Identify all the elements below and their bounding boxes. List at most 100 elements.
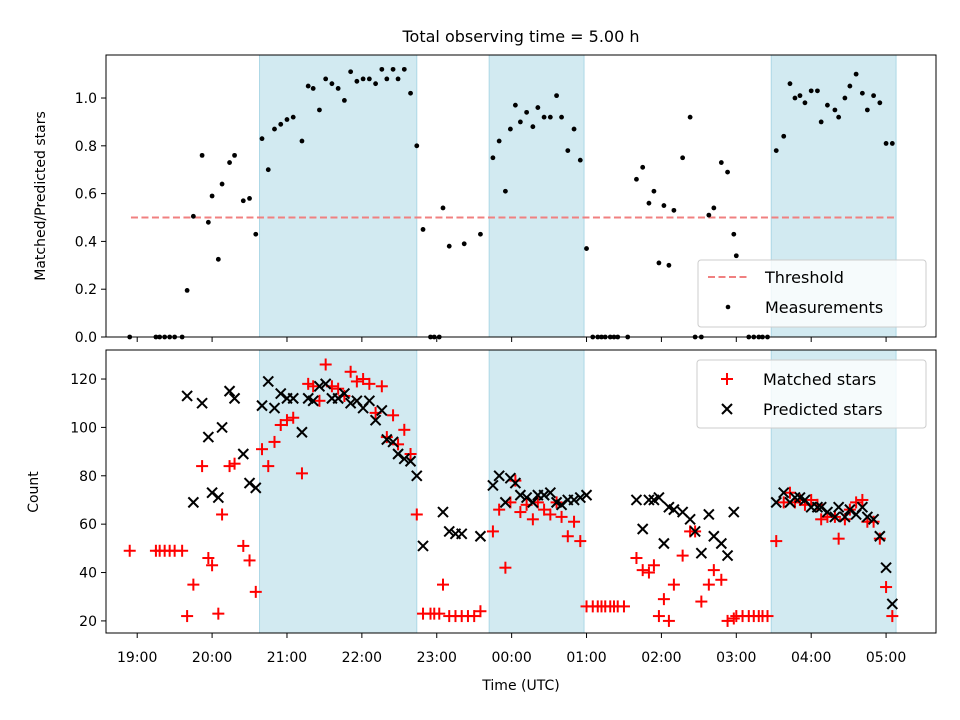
y-tick-label: 0.2 [75, 282, 97, 298]
predicted-star-point [580, 489, 593, 501]
predicted-star-diag-b [839, 511, 851, 523]
measurement-point [395, 76, 401, 82]
predicted-star-point [313, 380, 326, 392]
predicted-star-point [319, 378, 332, 390]
predicted-star-diag-b [493, 470, 505, 482]
y-tick-label: 0.8 [75, 139, 97, 155]
bottom-x-axis-ticks: 19:00 20:00 21:00 22:00 23:00 00:00 01:00 02:00… [117, 633, 906, 666]
matched-star-point [867, 515, 880, 528]
matched-star-point [474, 605, 487, 618]
measurement-point [354, 78, 360, 84]
measurement-point [272, 126, 277, 132]
matched-star-point [436, 578, 449, 591]
measurement-point [335, 86, 341, 91]
predicted-star-point [821, 506, 834, 518]
predicted-star-point [630, 494, 643, 506]
predicted-star-diag-b [474, 530, 487, 542]
predicted-star-diag-b [202, 431, 215, 443]
measurement-point [671, 207, 677, 213]
predicted-star-diag-b [778, 487, 790, 499]
predicted-star-diag-b [668, 503, 680, 516]
y-tick-label: 40 [79, 566, 97, 582]
measurement-point [205, 219, 211, 225]
measurement-point [733, 253, 739, 259]
measurement-point [305, 83, 311, 89]
predicted-star-point [474, 530, 487, 542]
matched-star-point [880, 581, 893, 594]
y-tick-label: 1.0 [75, 91, 97, 107]
matched-star-point [499, 561, 512, 574]
matched-star-point [574, 535, 587, 548]
legend-predicted-marker [721, 403, 733, 415]
predicted-star-point [411, 470, 423, 482]
shaded-interval-1 [488, 349, 585, 634]
measurement-point [656, 260, 662, 266]
matched-star-point [216, 508, 229, 521]
y-tick-label: 0.0 [75, 330, 97, 346]
legend-threshold-label: Threshold [764, 268, 844, 287]
matched-star-point [380, 431, 393, 444]
measurement-point [808, 88, 814, 94]
predicted-star-diag-b [256, 399, 268, 412]
predicted-star-diag-b [307, 395, 319, 407]
matched-star-point [544, 508, 557, 521]
measurements-series [127, 66, 895, 340]
matched-star-point [815, 513, 828, 526]
matched-star-point [509, 474, 522, 487]
x-tick-label: 04:00 [791, 650, 831, 666]
matched-star-point [468, 610, 481, 623]
measurement-point [478, 231, 483, 237]
matched-star-point [727, 612, 740, 625]
measurement-point [401, 66, 407, 72]
measurement-point [883, 141, 889, 146]
predicted-star-diag-b [381, 433, 393, 446]
matched-star-point [667, 578, 680, 591]
predicted-star-point [544, 487, 557, 499]
predicted-star-point [514, 489, 527, 501]
predicted-star-diag-b [499, 496, 512, 509]
predicted-star-point [387, 436, 399, 448]
measurement-point [792, 95, 798, 101]
measurement-point [259, 136, 265, 142]
legend-matched-marker [721, 373, 733, 385]
predicted-star-diag-b [196, 397, 208, 409]
predicted-star-point [344, 397, 357, 409]
measurement-point [832, 107, 838, 113]
predicted-star-diag-b [832, 501, 845, 513]
top-panel: 0.0 0.2 0.4 0.6 0.8 1.0 Matched/Predicted sta… [33, 54, 937, 346]
measurement-point [535, 105, 541, 110]
predicted-star-point [874, 530, 886, 542]
matched-star-point [647, 559, 660, 572]
predicted-star-diag-b [653, 491, 665, 504]
y-tick-label: 80 [79, 469, 97, 485]
measurement-point [836, 114, 842, 120]
measurement-point [773, 148, 779, 153]
measurement-point [651, 188, 657, 194]
matched-star-point [392, 438, 405, 451]
predicted-star-point [728, 506, 740, 518]
predicted-star-diag-b [770, 496, 782, 509]
predicted-star-diag-b [728, 506, 740, 518]
x-tick-label: 03:00 [716, 650, 756, 666]
measurement-point [687, 114, 693, 120]
predicted-star-diag-b [886, 598, 899, 610]
matched-star-point [295, 467, 308, 480]
matched-star-point [375, 380, 388, 393]
predicted-star-diag-b [302, 392, 314, 405]
predicted-star-diag-b [568, 494, 580, 506]
measurement-point [825, 102, 830, 108]
predicted-star-point [770, 496, 782, 509]
predicted-star-point [202, 431, 215, 443]
measurement-point [853, 71, 859, 77]
matched-star-point [721, 614, 734, 627]
predicted-star-point [715, 537, 728, 550]
predicted-star-diag-b [874, 530, 886, 542]
predicted-star-point [886, 598, 899, 610]
x-tick-label: 23:00 [417, 650, 457, 666]
predicted-star-point [212, 491, 225, 504]
predicted-star-point [880, 561, 892, 574]
measurement-point [725, 169, 730, 175]
matched-star-point [642, 566, 655, 579]
predicted-star-point [568, 494, 580, 506]
